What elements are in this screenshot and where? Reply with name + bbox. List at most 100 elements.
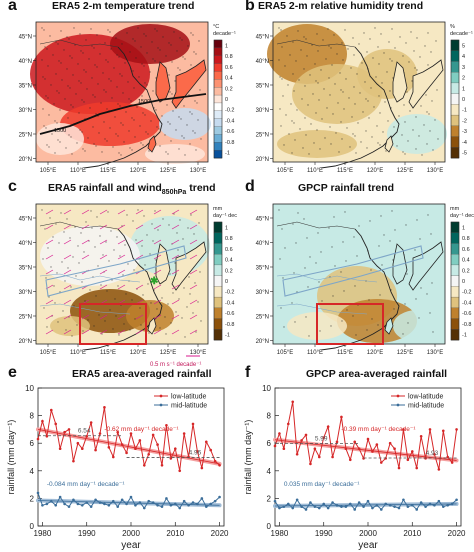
significance-stipple <box>387 120 389 122</box>
significance-stipple <box>81 99 83 101</box>
significance-stipple <box>149 253 151 255</box>
significance-stipple <box>125 111 127 113</box>
significance-stipple <box>179 219 181 221</box>
significance-stipple <box>157 47 159 49</box>
significance-stipple <box>151 223 153 225</box>
significance-stipple <box>76 142 78 144</box>
wind-vector <box>99 254 108 260</box>
significance-stipple <box>58 60 60 62</box>
significance-stipple <box>426 111 428 113</box>
significance-stipple <box>171 93 173 95</box>
significance-stipple <box>129 147 131 149</box>
wind-vector <box>45 314 54 320</box>
lat-tick-label: 45°N <box>19 217 32 223</box>
data-point <box>45 435 49 438</box>
significance-stipple <box>115 37 117 39</box>
significance-stipple <box>431 282 433 284</box>
wind-vector <box>63 239 72 245</box>
significance-stipple <box>81 131 83 133</box>
significance-stipple <box>186 124 188 126</box>
significance-stipple <box>67 267 69 269</box>
wind-vector <box>135 239 144 245</box>
significance-stipple <box>131 117 133 119</box>
y-tick-label: 8 <box>267 412 272 421</box>
data-point <box>357 501 361 504</box>
significance-stipple <box>107 29 109 31</box>
significance-stipple <box>363 32 365 34</box>
significance-stipple <box>301 98 303 100</box>
colorbar-swatch <box>213 118 223 127</box>
elevation-contour <box>39 93 207 135</box>
colorbar-tick-label: 0.8 <box>225 54 233 60</box>
wind-vector <box>189 224 198 230</box>
significance-stipple <box>159 327 161 329</box>
colorbar-tick-label: 0 <box>225 279 228 285</box>
significance-stipple <box>102 254 104 256</box>
significance-stipple <box>381 82 383 84</box>
japan-landmass <box>408 241 444 291</box>
significance-stipple <box>167 153 169 155</box>
significance-stipple <box>344 29 346 31</box>
significance-stipple <box>45 127 47 129</box>
data-point <box>80 447 84 451</box>
significance-stipple <box>434 119 436 121</box>
significance-stipple <box>281 228 283 230</box>
lon-tick-label: 130°E <box>190 168 206 174</box>
significance-stipple <box>89 289 91 291</box>
colorbar-swatch <box>450 264 460 277</box>
significance-stipple <box>398 115 400 117</box>
significance-stipple <box>124 62 126 64</box>
significance-stipple <box>94 246 96 248</box>
data-point <box>116 505 120 508</box>
significance-stipple <box>147 283 149 285</box>
significance-stipple <box>418 317 420 319</box>
significance-stipple <box>377 324 379 326</box>
significance-stipple <box>95 295 97 297</box>
significance-stipple <box>350 67 352 69</box>
colorbar-tick-label: 0 <box>462 97 465 103</box>
significance-stipple <box>174 262 176 264</box>
colorbar-swatch <box>213 232 223 244</box>
significance-stipple <box>402 333 404 335</box>
significance-stipple <box>329 126 331 128</box>
wind-vector <box>63 284 72 290</box>
panel-title-c-tail: trend <box>186 182 216 194</box>
data-point <box>282 505 286 508</box>
significance-stipple <box>194 100 196 102</box>
data-point <box>120 498 124 502</box>
wind-vector <box>81 254 90 260</box>
significance-stipple <box>170 44 172 46</box>
colorbar-tick-label: 0.2 <box>462 268 470 274</box>
data-point <box>169 457 173 460</box>
data-point <box>388 441 392 445</box>
significance-stipple <box>280 29 282 31</box>
colorbar-swatch <box>450 329 460 341</box>
significance-stipple <box>345 78 347 80</box>
data-point <box>388 504 392 507</box>
significance-stipple <box>404 303 406 305</box>
significance-stipple <box>315 262 317 264</box>
map-frame <box>272 21 446 163</box>
significance-stipple <box>303 218 305 220</box>
map-shading-patch <box>145 144 205 164</box>
significance-stipple <box>379 144 381 146</box>
significance-stipple <box>197 301 199 303</box>
colorbar-swatch <box>213 296 223 309</box>
colorbar-swatch <box>450 104 460 116</box>
significance-stipple <box>426 143 428 145</box>
significance-stipple <box>88 240 90 242</box>
colorbar-swatch <box>213 134 223 143</box>
data-point <box>406 505 410 508</box>
colorbar-swatch <box>213 275 223 287</box>
significance-stipple <box>54 302 56 304</box>
significance-stipple <box>170 322 172 324</box>
data-point <box>129 495 133 499</box>
significance-stipple <box>382 131 384 133</box>
significance-stipple <box>142 112 144 114</box>
wind-vector <box>117 254 126 260</box>
significance-stipple <box>146 234 148 236</box>
significance-stipple <box>142 294 144 296</box>
significance-stipple <box>365 98 367 100</box>
colorbar-swatch <box>213 63 223 72</box>
significance-stipple <box>380 215 382 217</box>
